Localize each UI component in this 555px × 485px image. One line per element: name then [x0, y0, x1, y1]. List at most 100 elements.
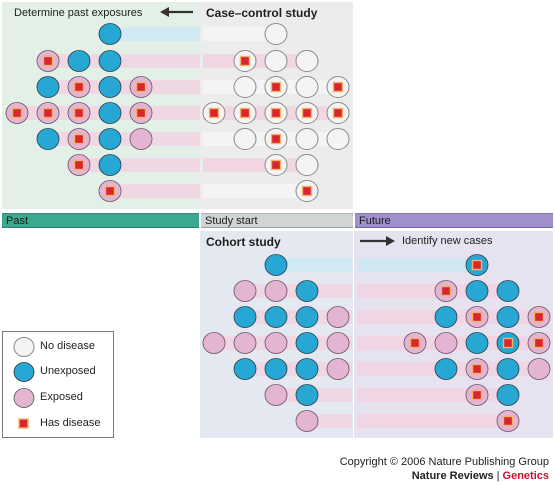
has-disease-marker — [104, 185, 116, 197]
cohort-person-circle — [233, 306, 257, 328]
row-stripe — [203, 184, 307, 198]
has-disease-marker — [502, 337, 514, 349]
case-control-note: Determine past exposures — [14, 7, 143, 19]
has-disease-marker — [471, 259, 483, 271]
row-stripe — [203, 158, 307, 172]
legend-item-exposed: Exposed — [3, 387, 113, 409]
journal-subject: Genetics — [502, 470, 549, 482]
case_control-person-circle — [264, 23, 288, 45]
cohort-person-circle — [264, 358, 288, 380]
case_control-person-circle — [326, 128, 350, 150]
has-disease-marker — [502, 415, 514, 427]
cohort-person-circle — [295, 410, 319, 432]
has-disease-marker — [42, 107, 54, 119]
cohort-title: Cohort study — [206, 235, 281, 249]
case_control-person-circle — [295, 76, 319, 98]
case_control-person-circle — [233, 76, 257, 98]
has-disease-marker — [471, 311, 483, 323]
cohort-person-circle — [233, 332, 257, 354]
row-stripe — [276, 258, 352, 272]
future-person-circle — [496, 306, 520, 328]
legend-item-has-disease: Has disease — [3, 413, 113, 435]
past-person-circle — [98, 23, 122, 45]
has-disease-marker — [135, 81, 147, 93]
cohort-person-circle — [326, 332, 350, 354]
arrow-left-icon — [160, 4, 194, 20]
cohort-person-circle — [264, 254, 288, 276]
has-disease-marker — [332, 81, 344, 93]
has-disease-marker — [533, 337, 545, 349]
past-person-circle — [98, 76, 122, 98]
cohort-person-circle — [295, 358, 319, 380]
arrow-right-icon — [359, 233, 395, 249]
white-circle-icon — [13, 337, 35, 357]
has-disease-marker — [471, 389, 483, 401]
red-square-icon — [18, 418, 29, 429]
has-disease-marker — [270, 81, 282, 93]
has-disease-marker — [270, 107, 282, 119]
cohort-person-circle — [295, 306, 319, 328]
has-disease-marker — [73, 133, 85, 145]
cohort-person-circle — [295, 384, 319, 406]
has-disease-marker — [73, 159, 85, 171]
has-disease-marker — [409, 337, 421, 349]
row-stripe — [307, 414, 352, 428]
future-person-circle — [465, 280, 489, 302]
copyright-text: Copyright © 2006 Nature Publishing Group — [339, 456, 549, 468]
blue-circle-icon — [13, 362, 35, 382]
cohort-person-circle — [233, 358, 257, 380]
timeline-past: Past — [2, 213, 199, 228]
cohort-note: Identify new cases — [402, 235, 493, 247]
has-disease-marker — [301, 185, 313, 197]
journal-separator: | — [496, 470, 500, 482]
past-person-circle — [36, 76, 60, 98]
future-person-circle — [496, 358, 520, 380]
row-stripe — [79, 158, 200, 172]
cohort-person-circle — [264, 306, 288, 328]
past-person-circle — [36, 128, 60, 150]
has-disease-marker — [73, 81, 85, 93]
row-stripe — [357, 414, 508, 428]
has-disease-marker — [239, 107, 251, 119]
future-person-circle — [527, 358, 551, 380]
cohort-person-circle — [295, 280, 319, 302]
cohort-person-circle — [295, 332, 319, 354]
case_control-person-circle — [295, 128, 319, 150]
has-disease-marker — [270, 133, 282, 145]
row-stripe — [110, 27, 200, 41]
journal-name: Nature Reviews — [411, 470, 494, 482]
has-disease-marker — [301, 107, 313, 119]
past-person-circle — [98, 50, 122, 72]
has-disease-marker — [270, 159, 282, 171]
cohort-person-circle — [264, 332, 288, 354]
cohort-person-circle — [233, 280, 257, 302]
has-disease-marker — [11, 107, 23, 119]
has-disease-marker — [471, 363, 483, 375]
has-disease-marker — [208, 107, 220, 119]
cohort-person-circle — [264, 384, 288, 406]
future-person-circle — [496, 280, 520, 302]
past-person-circle — [98, 154, 122, 176]
future-person-circle — [434, 332, 458, 354]
future-person-circle — [496, 384, 520, 406]
past-person-circle — [67, 50, 91, 72]
cohort-person-circle — [326, 306, 350, 328]
has-disease-marker — [239, 55, 251, 67]
future-person-circle — [465, 332, 489, 354]
row-stripe — [110, 184, 200, 198]
row-stripe — [357, 258, 477, 272]
journal-credit: Nature Reviews | Genetics — [412, 470, 549, 482]
cohort-person-circle — [202, 332, 226, 354]
has-disease-marker — [533, 311, 545, 323]
case_control-person-circle — [295, 50, 319, 72]
case-control-title: Case–control study — [206, 6, 318, 20]
cohort-person-circle — [264, 280, 288, 302]
legend: No disease Unexposed Exposed Has disease — [2, 331, 114, 438]
pink-circle-icon — [13, 388, 35, 408]
timeline-future: Future — [355, 213, 553, 228]
has-disease-marker — [440, 285, 452, 297]
legend-item-unexposed: Unexposed — [3, 361, 113, 383]
future-person-circle — [434, 306, 458, 328]
